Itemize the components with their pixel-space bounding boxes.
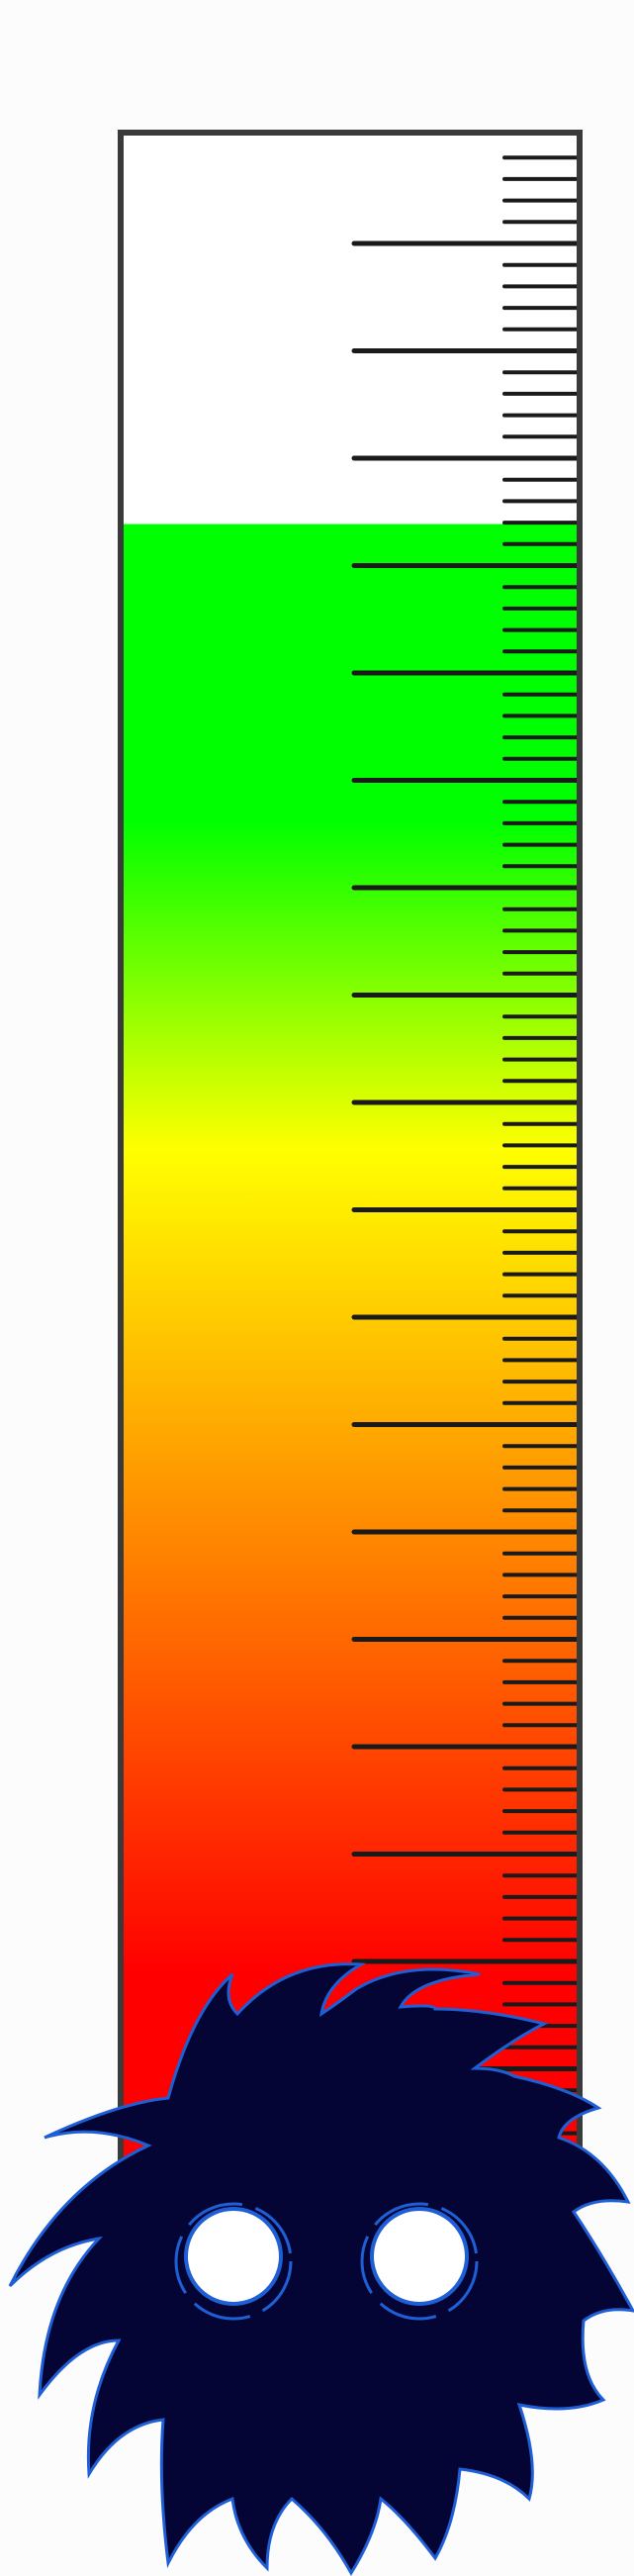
- monster-body: [8, 1962, 634, 2576]
- right-eye: [360, 2202, 479, 2321]
- scale-ticks: [351, 155, 580, 2157]
- left-eye: [174, 2202, 293, 2321]
